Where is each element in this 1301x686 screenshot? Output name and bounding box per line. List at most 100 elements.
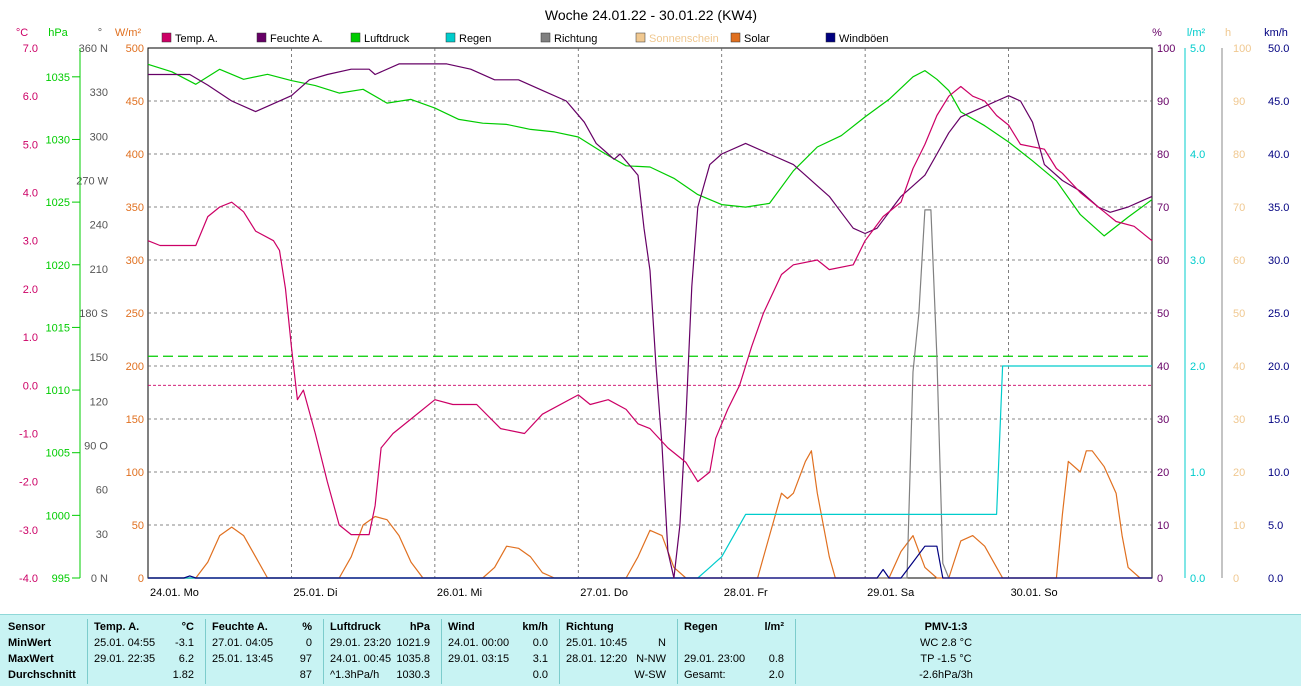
y-tick-label-rain: 3.0	[1190, 255, 1205, 267]
y-tick-label-humidity: 40	[1157, 361, 1169, 373]
y-tick-label-wind: 45.0	[1268, 96, 1289, 108]
axis-title-solar: W/m²	[115, 27, 142, 39]
y-tick-label-temp: -1.0	[19, 428, 38, 440]
y-tick-label-temp: 2.0	[23, 284, 38, 296]
rain-max-time: 29.01. 23:00	[684, 653, 746, 665]
pressure-min-time: 29.01. 23:20	[330, 637, 392, 649]
pmv-line3: -2.6hPa/3h	[919, 669, 973, 681]
humidity-unit: %	[302, 621, 312, 633]
y-tick-label-humidity: 0	[1157, 573, 1163, 585]
humidity-max-value: 97	[299, 653, 312, 665]
y-tick-label-humidity: 80	[1157, 149, 1169, 161]
y-tick-label-solar: 50	[132, 520, 144, 532]
y-tick-label-direction: 360 N	[79, 43, 108, 55]
y-tick-label-humidity: 20	[1157, 467, 1169, 479]
label-avg: Durchschnitt	[8, 669, 76, 681]
y-tick-label-sunshine: 20	[1233, 467, 1245, 479]
legend-label: Solar	[744, 33, 770, 45]
wind-min-time: 24.01. 00:00	[448, 637, 510, 649]
axis-title-rain: l/m²	[1187, 27, 1206, 39]
y-tick-label-temp: -2.0	[19, 477, 38, 489]
y-tick-label-solar: 450	[126, 96, 144, 108]
y-tick-label-pressure: 1020	[46, 260, 70, 272]
humidity-title: Feuchte A.	[212, 621, 268, 633]
axis-title-sunshine: h	[1225, 27, 1231, 39]
y-tick-label-direction: 270 W	[76, 176, 108, 188]
legend-swatch	[256, 32, 267, 43]
y-tick-label-wind: 50.0	[1268, 43, 1289, 55]
label-sensor: Sensor	[8, 621, 46, 633]
y-tick-label-rain: 5.0	[1190, 43, 1205, 55]
chart-background	[0, 0, 1301, 614]
temp-max-value: 6.2	[178, 653, 194, 665]
direction-max-value: N-NW	[636, 653, 666, 665]
summary-col-wind: Wind km/h 24.01. 00:00 0.0 29.01. 03:15 3.1…	[442, 615, 560, 686]
series-line-temp-a-	[147, 85, 1153, 536]
y-tick-label-humidity: 90	[1157, 96, 1169, 108]
y-tick-label-direction: 330	[90, 87, 108, 99]
rain-max-value: 0.8	[768, 653, 784, 665]
y-tick-label-rain: 1.0	[1190, 467, 1205, 479]
rain-total-label: Gesamt:	[684, 669, 726, 681]
pressure-max-time: 24.01. 00:45	[330, 653, 392, 665]
y-tick-label-solar: 350	[126, 202, 144, 214]
summary-col-sensor: Sensor MinWert MaxWert Durchschnitt	[0, 615, 88, 686]
y-tick-label-solar: 0	[138, 573, 144, 585]
y-tick-label-solar: 100	[126, 467, 144, 479]
summary-col-direction: Richtung 25.01. 10:45 N 28.01. 12:20 N-NW …	[560, 615, 678, 686]
axis-title-wind: km/h	[1264, 27, 1288, 39]
x-tick-label: 30.01. So	[1011, 587, 1058, 599]
y-tick-label-solar: 200	[126, 361, 144, 373]
y-tick-label-pressure: 1030	[46, 134, 70, 146]
y-tick-label-sunshine: 40	[1233, 361, 1245, 373]
legend-swatch	[540, 32, 551, 43]
y-tick-label-wind: 35.0	[1268, 202, 1289, 214]
wind-title: Wind	[448, 621, 475, 633]
chart-title: Woche 24.01.22 - 30.01.22 (KW4)	[545, 7, 757, 23]
series-line-regen	[148, 365, 1152, 579]
legend-swatch	[350, 32, 361, 43]
pressure-unit: hPa	[409, 621, 430, 633]
y-tick-label-humidity: 30	[1157, 414, 1169, 426]
summary-col-temp: Temp. A. °C 25.01. 04:55 -3.1 29.01. 22:35…	[88, 615, 206, 686]
x-tick-label: 28.01. Fr	[724, 587, 768, 599]
y-tick-label-pressure: 1015	[46, 322, 70, 334]
legend-label: Windböen	[839, 33, 889, 45]
x-tick-label: 26.01. Mi	[437, 587, 482, 599]
y-tick-label-direction: 60	[96, 485, 108, 497]
y-tick-label-temp: -4.0	[19, 573, 38, 585]
y-tick-label-wind: 20.0	[1268, 361, 1289, 373]
direction-min-value: N	[658, 637, 666, 649]
pmv-title: PMV-1:3	[924, 621, 968, 633]
y-tick-label-temp: 1.0	[23, 332, 38, 344]
wind-avg-value: 0.0	[532, 669, 548, 681]
y-tick-label-temp: -3.0	[19, 525, 38, 537]
legend-swatch	[635, 32, 646, 43]
legend-label: Temp. A.	[175, 33, 218, 45]
y-tick-label-rain: 0.0	[1190, 573, 1205, 585]
temp-unit: °C	[181, 621, 194, 633]
y-tick-label-direction: 300	[90, 131, 108, 143]
y-tick-label-rain: 2.0	[1190, 361, 1205, 373]
pressure-max-value: 1035.8	[396, 653, 430, 665]
series-line-feuchte-a-	[148, 63, 1153, 579]
temp-min-value: -3.1	[175, 637, 194, 649]
y-tick-label-pressure: 1000	[46, 510, 70, 522]
pmv-line2: TP -1.5 °C	[920, 653, 972, 665]
axis-title-temp: °C	[16, 27, 28, 39]
x-tick-label: 25.01. Di	[293, 587, 337, 599]
y-tick-label-solar: 150	[126, 414, 144, 426]
y-tick-label-pressure: 995	[52, 573, 70, 585]
wind-min-value: 0.0	[532, 637, 548, 649]
y-tick-label-temp: 6.0	[23, 91, 38, 103]
legend-label: Sonnenschein	[649, 33, 719, 45]
axis-title-pressure: hPa	[48, 27, 68, 39]
y-tick-label-sunshine: 70	[1233, 202, 1245, 214]
y-tick-label-wind: 25.0	[1268, 308, 1289, 320]
wind-max-time: 29.01. 03:15	[448, 653, 510, 665]
y-tick-label-sunshine: 60	[1233, 255, 1245, 267]
y-tick-label-humidity: 60	[1157, 255, 1169, 267]
y-tick-label-sunshine: 80	[1233, 149, 1245, 161]
y-tick-label-temp: 7.0	[23, 43, 38, 55]
legend-swatch	[825, 32, 836, 43]
